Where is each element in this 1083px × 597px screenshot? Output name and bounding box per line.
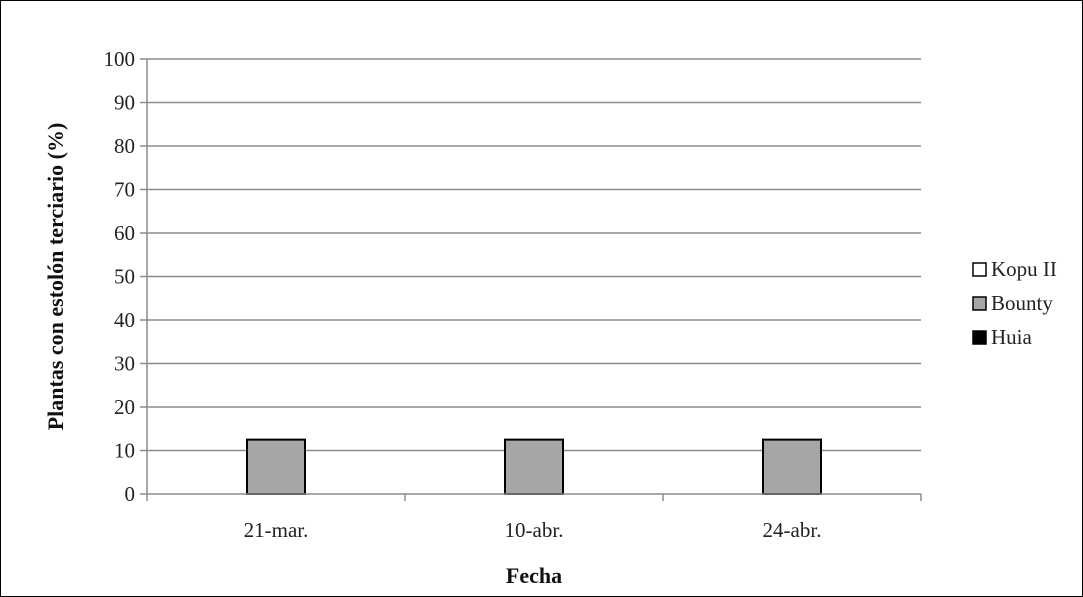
legend-label: Huia [991,325,1033,349]
y-tick-label: 50 [114,265,135,289]
y-tick-label: 90 [114,91,135,115]
y-tick-label: 60 [114,221,135,245]
bar-bounty [504,438,564,495]
y-tick-label: 20 [114,395,135,419]
legend-swatch [972,330,987,345]
x-axis-title: Fecha [506,563,562,588]
legend: Kopu II Bounty Huia [972,257,1057,349]
legend-label: Bounty [991,291,1053,315]
y-tick-label: 40 [114,308,135,332]
x-tick-label: 24-abr. [763,518,822,542]
x-tick-label: 10-abr. [505,518,564,542]
bar-bounty [762,438,822,495]
y-tick-label: 0 [125,482,136,506]
y-tick-label: 30 [114,352,135,376]
y-axis-title: Plantas con estolón terciario (%) [43,123,68,431]
legend-label: Kopu II [991,257,1057,281]
y-tick-label: 80 [114,134,135,158]
y-tick-label: 70 [114,178,135,202]
y-tick-label: 10 [114,439,135,463]
bar-bounty [246,438,306,495]
legend-swatch [972,262,987,277]
y-tick-label: 100 [104,47,136,71]
x-tick-label: 21-mar. [244,518,309,542]
legend-swatch [972,296,987,311]
